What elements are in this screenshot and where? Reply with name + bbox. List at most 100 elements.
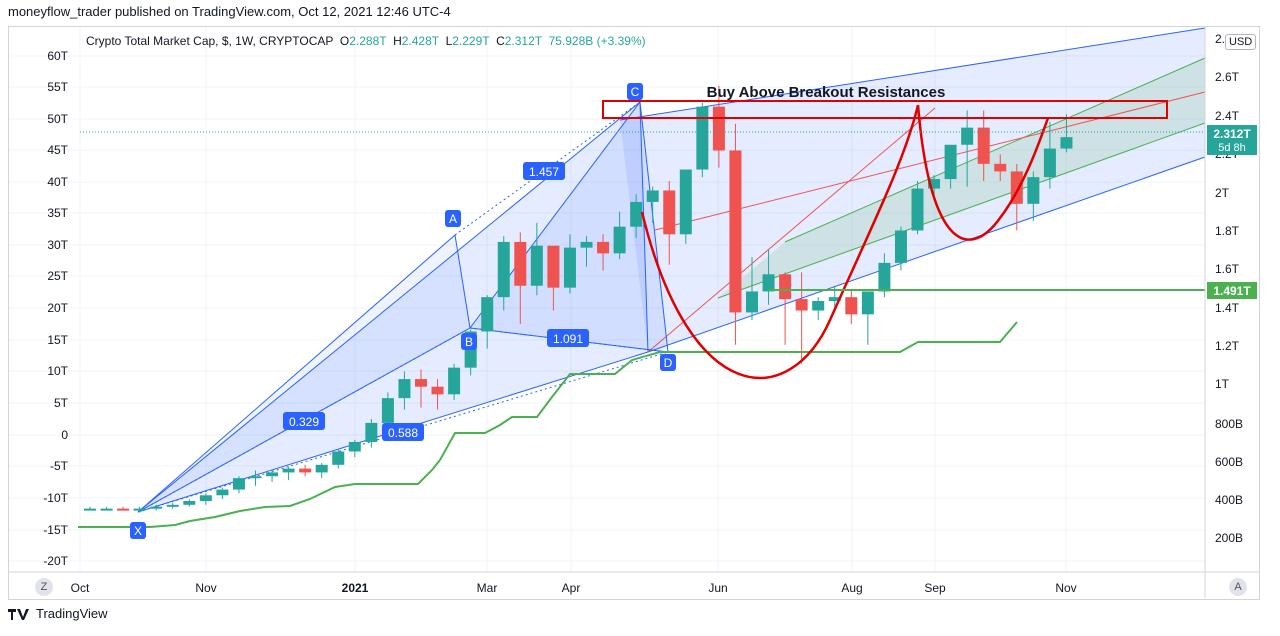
- candle-body: [861, 291, 874, 315]
- candle: [613, 211, 626, 260]
- candle-body: [812, 300, 825, 311]
- candle: [514, 232, 527, 324]
- candle: [216, 487, 229, 500]
- pattern-point-b: [461, 333, 477, 350]
- axes: 60T 55T 50T 45T 40T 35T 30T 25T 20T 15T 10T 5T 0 -5T -…: [9, 27, 1259, 598]
- left-axis-tick: 35T: [47, 206, 68, 220]
- ratio-box: [523, 162, 565, 180]
- candle: [812, 297, 825, 321]
- chart-frame: [8, 26, 1260, 600]
- time-axis-tick: Apr: [562, 581, 581, 595]
- candle-body: [597, 241, 610, 254]
- channel-upper: [619, 27, 1206, 121]
- last-price-value: 2.312T: [1213, 127, 1251, 141]
- right-axis-tick: 800B: [1215, 417, 1243, 431]
- candle-body: [415, 379, 427, 387]
- candle-body: [133, 508, 146, 511]
- candle: [961, 110, 974, 187]
- candle: [729, 123, 742, 345]
- candle: [679, 169, 692, 244]
- pattern-point-c: [627, 83, 643, 100]
- pattern-point-d: [660, 354, 676, 371]
- right-axis-tick: 400B: [1215, 493, 1243, 507]
- candle: [746, 257, 758, 321]
- candle-body: [1060, 137, 1073, 149]
- candle-body: [199, 495, 212, 501]
- change-value: 75.928B (+3.39%): [548, 34, 646, 48]
- candle: [133, 506, 146, 513]
- candle-body: [646, 190, 659, 202]
- handle-curve: [916, 104, 1050, 241]
- candle-body: [431, 386, 444, 395]
- high-value: 2.428T: [401, 34, 439, 48]
- candle-body: [282, 468, 295, 473]
- pattern-label: A: [449, 212, 457, 226]
- candle: [977, 110, 990, 181]
- candle-body: [1043, 148, 1056, 178]
- candle-body: [497, 241, 510, 298]
- candle-body: [365, 422, 378, 442]
- candle-body: [84, 508, 96, 511]
- grid: [9, 27, 1205, 572]
- candle: [646, 186, 659, 223]
- left-axis-tick: 40T: [47, 175, 68, 189]
- bd-dotted: [469, 327, 669, 353]
- candle: [547, 245, 560, 311]
- candle: [944, 144, 957, 189]
- candle: [365, 419, 378, 448]
- candle: [911, 180, 924, 235]
- time-axis-tick: Sep: [924, 581, 946, 595]
- candle: [563, 234, 576, 294]
- candle-body: [729, 150, 742, 313]
- left-axis-tick: 25T: [47, 269, 68, 283]
- time-axis-tick: Nov: [195, 581, 216, 595]
- right-axis-tick: 2.6T: [1215, 70, 1240, 84]
- time-axis-tick: Mar: [477, 581, 498, 595]
- symbol-legend: Crypto Total Market Cap, $, 1W, CRYPTOCA…: [86, 34, 646, 48]
- candle-body: [547, 245, 560, 288]
- ratio-box: [283, 412, 325, 430]
- auto-scale-button[interactable]: A: [1229, 578, 1247, 596]
- low-value: 2.229T: [452, 34, 490, 48]
- open-value: 2.288T: [349, 34, 387, 48]
- level-value: 1.491T: [1213, 284, 1251, 298]
- pattern-label: C: [631, 85, 640, 99]
- candle-body: [563, 247, 576, 288]
- time-axis-tick: Aug: [841, 581, 862, 595]
- zoom-button[interactable]: Z: [35, 578, 53, 596]
- left-axis-tick: -15T: [43, 523, 68, 537]
- ratio-label: 1.091: [553, 332, 583, 346]
- left-axis-tick: 60T: [47, 49, 68, 63]
- tradingview-logo-icon: [8, 608, 29, 620]
- candle: [232, 476, 245, 494]
- candle-body: [894, 230, 907, 263]
- candle: [84, 506, 96, 511]
- candle-body: [514, 241, 527, 286]
- currency-button[interactable]: USD: [1225, 34, 1257, 50]
- candle-body: [232, 478, 245, 490]
- ratio-label: 1.457: [529, 165, 559, 179]
- candle-body: [746, 291, 758, 313]
- candle: [580, 236, 593, 267]
- left-axis-tick: 30T: [47, 238, 68, 252]
- candle: [315, 462, 328, 479]
- time-axis-tick: Oct: [71, 581, 90, 595]
- candle-body: [381, 398, 394, 423]
- channel-lower: [647, 156, 1206, 353]
- green-line-path: [78, 321, 1018, 528]
- green-indicator-line: [78, 321, 1018, 528]
- candle: [994, 154, 1007, 181]
- last-price-tag: [1207, 125, 1257, 155]
- xabcd-pattern: [137, 100, 669, 513]
- candle-body: [679, 169, 692, 235]
- candle-body: [398, 379, 411, 399]
- chart-title: Buy Above Breakout Resistances: [707, 84, 946, 101]
- candle: [282, 466, 295, 481]
- left-axis-tick: 50T: [47, 112, 68, 126]
- candle-body: [911, 188, 924, 231]
- right-axis-tick: 1.8T: [1215, 224, 1240, 238]
- pattern-point-a: [445, 210, 461, 227]
- candle: [696, 102, 709, 178]
- candle: [266, 470, 279, 482]
